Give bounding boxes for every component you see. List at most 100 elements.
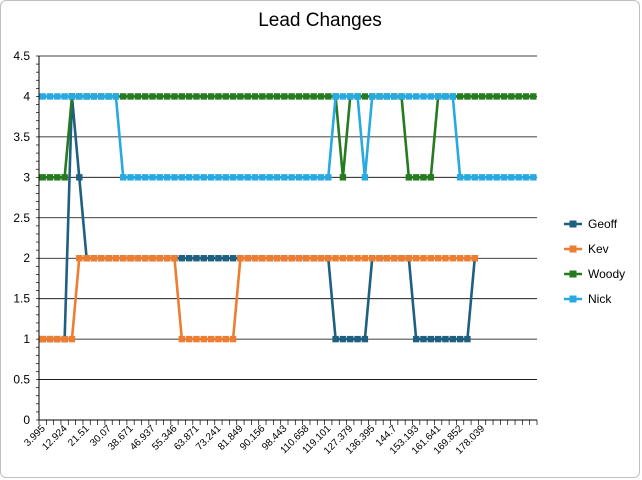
legend-marker bbox=[569, 295, 577, 303]
legend-label: Woody bbox=[588, 267, 625, 281]
data-point bbox=[310, 93, 317, 100]
data-point bbox=[193, 255, 200, 262]
data-point bbox=[303, 174, 310, 181]
data-point bbox=[303, 255, 310, 262]
data-point bbox=[273, 255, 281, 262]
y-tick-label: 0.5 bbox=[13, 373, 30, 387]
data-point bbox=[303, 93, 310, 100]
data-point bbox=[134, 174, 142, 181]
x-tick-label: 12.924 bbox=[40, 423, 70, 453]
data-point bbox=[420, 255, 427, 262]
legend-marker bbox=[569, 270, 577, 278]
data-point bbox=[369, 93, 376, 100]
data-point bbox=[456, 335, 464, 343]
data-point bbox=[471, 93, 478, 100]
data-point bbox=[449, 335, 456, 343]
data-point bbox=[200, 335, 207, 343]
data-point bbox=[412, 93, 420, 100]
data-point bbox=[200, 255, 207, 262]
data-point bbox=[273, 93, 281, 100]
y-tick-label: 0 bbox=[23, 413, 30, 427]
data-point bbox=[207, 93, 215, 100]
data-point bbox=[522, 174, 530, 181]
data-point bbox=[83, 255, 90, 262]
data-point bbox=[149, 93, 156, 100]
data-point bbox=[251, 174, 259, 181]
data-point bbox=[412, 335, 420, 343]
data-point bbox=[332, 335, 339, 343]
data-point bbox=[163, 93, 171, 100]
data-point bbox=[149, 174, 156, 181]
data-point bbox=[390, 93, 398, 100]
data-point bbox=[464, 174, 471, 181]
data-point bbox=[325, 93, 332, 100]
data-point bbox=[530, 174, 537, 181]
data-point bbox=[120, 93, 127, 100]
data-point bbox=[237, 93, 244, 100]
data-point bbox=[90, 255, 98, 262]
data-point bbox=[46, 174, 54, 181]
data-point bbox=[46, 335, 54, 343]
data-point bbox=[361, 93, 369, 100]
data-point bbox=[288, 255, 295, 262]
data-point bbox=[427, 335, 435, 343]
data-point bbox=[61, 174, 68, 181]
data-point bbox=[76, 255, 83, 262]
x-tick-label: 21.51 bbox=[66, 423, 92, 449]
data-point bbox=[259, 93, 266, 100]
data-point bbox=[500, 93, 508, 100]
data-point bbox=[156, 174, 164, 181]
data-point bbox=[251, 93, 259, 100]
data-point bbox=[156, 255, 164, 262]
data-point bbox=[361, 335, 369, 343]
data-point bbox=[493, 93, 500, 100]
data-point bbox=[508, 93, 515, 100]
data-point bbox=[281, 255, 288, 262]
data-point bbox=[193, 174, 200, 181]
data-point bbox=[464, 335, 471, 343]
data-point bbox=[332, 255, 339, 262]
data-point bbox=[317, 174, 325, 181]
data-point bbox=[295, 255, 303, 262]
data-point bbox=[98, 255, 105, 262]
data-point bbox=[90, 93, 98, 100]
data-point bbox=[229, 93, 237, 100]
data-point bbox=[163, 174, 171, 181]
data-point bbox=[61, 335, 68, 343]
data-point bbox=[515, 174, 522, 181]
data-point bbox=[120, 174, 127, 181]
data-point bbox=[390, 255, 398, 262]
data-point bbox=[420, 93, 427, 100]
y-tick-label: 2.5 bbox=[13, 211, 30, 225]
data-point bbox=[105, 255, 112, 262]
data-point bbox=[456, 174, 464, 181]
data-point bbox=[215, 174, 222, 181]
data-point bbox=[207, 255, 215, 262]
data-point bbox=[361, 174, 369, 181]
data-point bbox=[134, 255, 142, 262]
legend-marker bbox=[569, 220, 577, 228]
data-point bbox=[398, 93, 405, 100]
data-point bbox=[434, 255, 442, 262]
legend-label: Kev bbox=[588, 242, 609, 256]
data-point bbox=[200, 174, 207, 181]
data-point bbox=[54, 174, 61, 181]
data-point bbox=[244, 174, 251, 181]
data-point bbox=[434, 93, 442, 100]
data-point bbox=[46, 93, 54, 100]
data-point bbox=[178, 174, 186, 181]
legend-marker bbox=[569, 245, 577, 253]
data-point bbox=[288, 174, 295, 181]
data-point bbox=[486, 174, 493, 181]
data-point bbox=[515, 93, 522, 100]
data-point bbox=[464, 93, 471, 100]
data-point bbox=[178, 255, 186, 262]
data-point bbox=[54, 335, 61, 343]
data-point bbox=[281, 93, 288, 100]
data-point bbox=[178, 93, 186, 100]
data-point bbox=[259, 174, 266, 181]
data-point bbox=[310, 174, 317, 181]
data-point bbox=[98, 93, 105, 100]
data-point bbox=[369, 255, 376, 262]
